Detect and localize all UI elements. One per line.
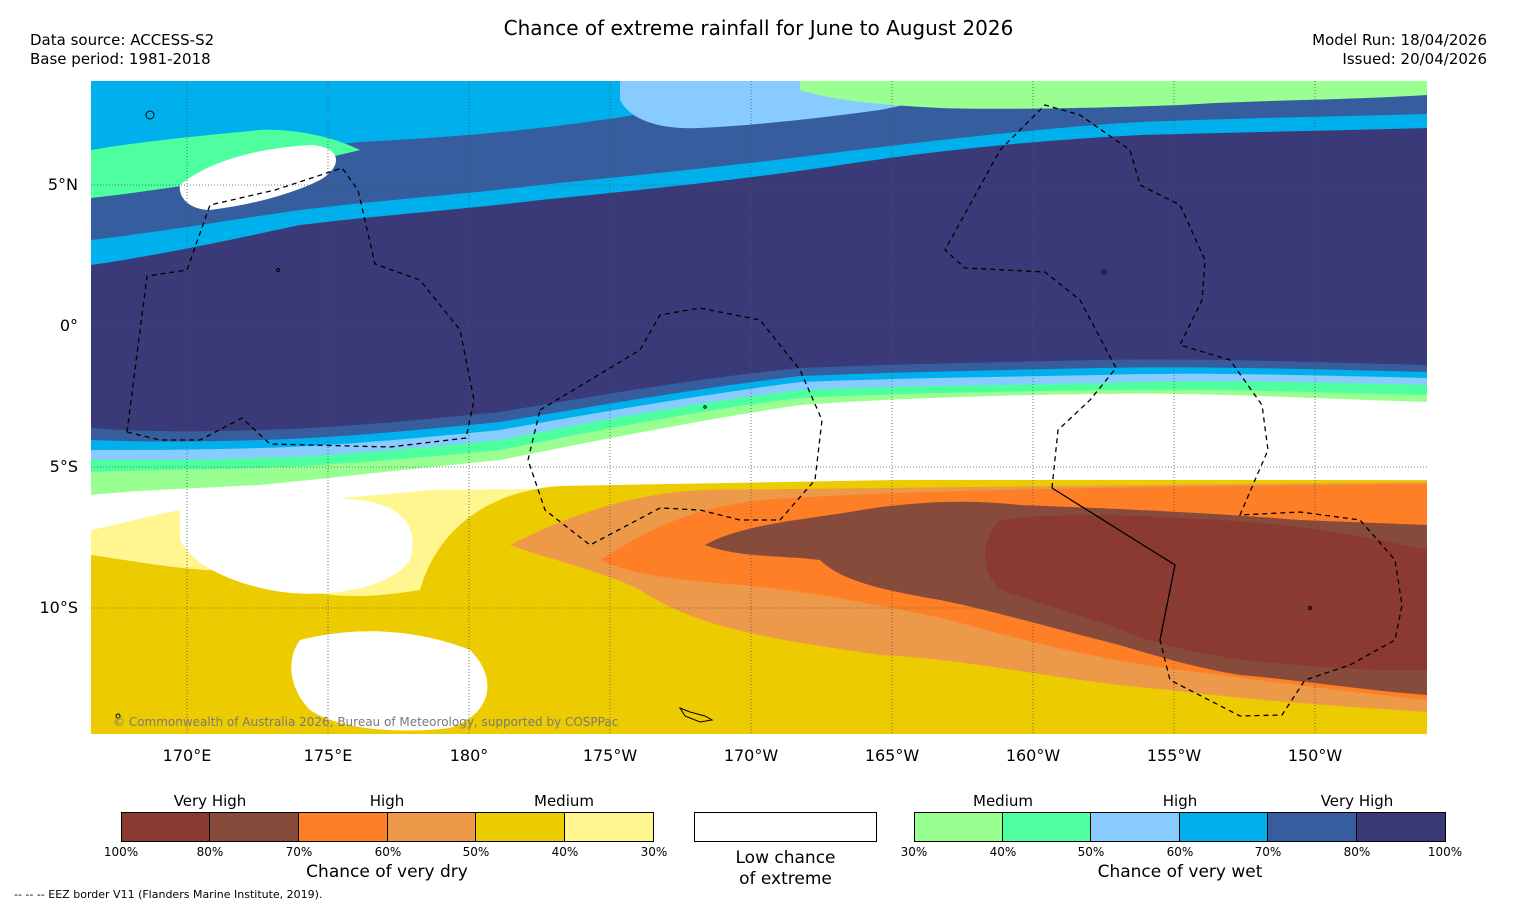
dry-legend-high: High [369,792,405,810]
map-fill [91,81,1427,734]
dry-swatch-4 [388,813,476,841]
dry-legend-very-high: Very High [173,792,247,810]
lat-label-10s: 10°S [39,598,78,617]
lat-label-5s: 5°S [49,457,78,476]
dry-tick-50: 50% [462,845,490,859]
dry-swatch-6 [565,813,654,841]
island-samoa [678,706,714,723]
dry-tick-60: 60% [374,845,402,859]
wet-very-high-region [91,128,1427,432]
eez-border-kiribati-line [944,104,1403,717]
wet-tick-50: 50% [1077,845,1105,859]
lon-label-165w: 165°W [864,746,920,765]
lon-label-150w: 150°W [1287,746,1343,765]
wet-north-white-gap [179,145,337,210]
wet-tick-30: 30% [900,845,928,859]
dry-very-high-region [985,515,1427,671]
lon-label-175e: 175°E [303,746,353,765]
dry-tick-30: 30% [640,845,668,859]
wet-tick-40: 40% [989,845,1017,859]
island-marshall [145,110,155,120]
wet-tick-100: 100% [1427,845,1463,859]
dry-tick-70: 70% [285,845,313,859]
wet-legend-caption: Chance of very wet [1097,862,1263,882]
low-chance-southwest-gap [291,631,488,731]
wet-north-band-blue-strip [91,114,1427,265]
wet-tick-70: 70% [1254,845,1282,859]
model-run-label: Model Run: 18/04/2026 [1312,31,1487,49]
metadata-right: Model Run: 18/04/2026 Issued: 20/04/2026 [1312,31,1487,69]
wet-legend-high: High [1162,792,1198,810]
dry-tick-80: 80% [196,845,224,859]
wet-legend-very-high: Very High [1320,792,1394,810]
lat-label-0: 0° [59,316,78,335]
dry-legend-medium: Medium [534,792,594,810]
graticule [91,81,1427,734]
dry-swatch-5 [476,813,565,841]
wet-swatch-6 [1357,813,1446,841]
islands [115,110,1312,723]
wet-swatch-2 [1003,813,1091,841]
eez-footnote: -- -- -- EEZ border V11 (Flanders Marine… [14,888,323,901]
wet-tick-80: 80% [1343,845,1371,859]
wet-tick-60: 60% [1166,845,1194,859]
low-chance-south-gap [180,494,413,594]
low-chance-swatch [694,812,877,842]
dry-legend-caption: Chance of very dry [306,862,468,882]
island-tahiti [1308,606,1312,610]
dry-tick-40: 40% [551,845,579,859]
map-credit: © Commonwealth of Australia 2026, Bureau… [113,715,619,729]
island-kiritimati [1101,269,1107,275]
eez-borders [126,104,1403,717]
island-phoenix [703,405,707,409]
metadata-left: Data source: ACCESS-S2 Base period: 1981… [30,31,214,69]
lon-label-180: 180° [449,746,489,765]
lon-label-175w: 175°W [582,746,638,765]
lon-label-170w: 170°W [723,746,779,765]
french-polynesia-border [1051,487,1176,641]
lon-label-170e: 170°E [162,746,212,765]
low-chance-caption-1: Low chance [735,848,836,868]
dry-swatch-2 [210,813,299,841]
dry-swatch-1 [121,813,210,841]
dry-swatch-3 [299,813,388,841]
data-source-label: Data source: ACCESS-S2 [30,31,215,49]
eez-border-kiribati-gilbert [126,167,475,448]
map-title: Chance of extreme rainfall for June to A… [503,16,1014,40]
wet-swatch-3 [1091,813,1180,841]
lon-label-160w: 160°W [1005,746,1061,765]
wet-swatch-1 [914,813,1003,841]
island-tarawa [276,268,280,272]
low-chance-caption-2: of extreme [739,869,832,889]
wet-legend-medium: Medium [973,792,1033,810]
lat-label-5n: 5°N [47,175,78,194]
issued-label: Issued: 20/04/2026 [1342,50,1487,68]
wet-swatch-5 [1268,813,1357,841]
island-vanuatu [115,713,121,719]
base-period-label: Base period: 1981-2018 [30,50,211,68]
lon-label-155w: 155°W [1146,746,1202,765]
dry-tick-100: 100% [103,845,139,859]
wet-north-band-green [800,81,1427,109]
wet-swatch-4 [1180,813,1268,841]
